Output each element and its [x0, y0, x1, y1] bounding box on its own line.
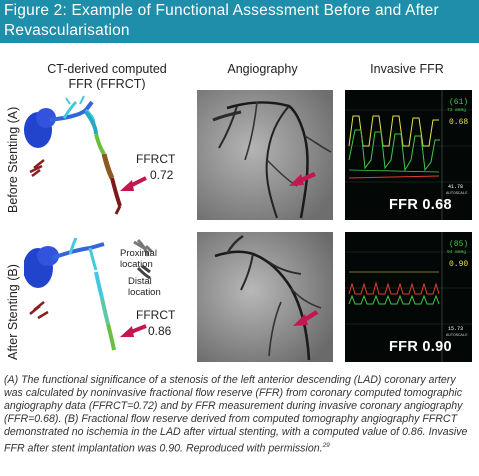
figure-title-bar: Figure 2: Example of Functional Assessme… [0, 0, 479, 43]
caption-reference: 29 [322, 442, 330, 450]
figure-title: Figure 2: Example of Functional Assessme… [4, 2, 439, 39]
column-header-invasive-ffr: Invasive FFR [370, 62, 444, 76]
ffrct-label-before: FFRCT [136, 152, 176, 166]
angiography-vessels-before [197, 90, 333, 220]
figure-caption: (A) The functional significance of a ste… [4, 374, 474, 456]
ffrct-value-after: 0.86 [148, 324, 172, 338]
row-label-before: Before Stenting (A) [6, 106, 20, 213]
invasive-ffr-monitor-before: (61) 73 mmHg 0.68 41.78 AUTOSCALE FFR 0.… [345, 90, 472, 220]
monitor-top-value-after: (85) [449, 240, 469, 249]
ffr-value-badge-before: FFR 0.68 [389, 197, 452, 213]
pressure-tracing-after [345, 232, 472, 362]
invasive-ffr-monitor-after: (85) 94 mmHg 0.90 15.73 AUTOSCALE FFR 0.… [345, 232, 472, 362]
ffrct-vessel-model-before [24, 95, 147, 215]
monitor-top-small-before: 73 mmHg [447, 108, 466, 113]
ffrct-panel-before: FFRCT 0.72 [24, 90, 191, 220]
proximal-location-label: Proximal location [120, 248, 157, 270]
monitor-top-value-before: (61) [449, 98, 469, 107]
ffrct-panel-after: Proximal location Distal location FFRCT … [24, 232, 191, 362]
monitor-bottom-value-after: 15.73 [448, 326, 464, 332]
angiography-image-before [197, 90, 333, 220]
row-label-after: After Stenting (B) [6, 264, 20, 360]
ffrct-label-after: FFRCT [136, 308, 176, 322]
ffr-value-badge-after: FFR 0.90 [389, 339, 452, 355]
monitor-bottom-small-before: AUTOSCALE [446, 192, 468, 196]
angiography-image-after [197, 232, 333, 362]
column-header-angiography: Angiography [227, 62, 298, 76]
distal-location-label: Distal location [128, 276, 161, 298]
angiography-vessels-after [197, 232, 333, 362]
monitor-top-small-after: 94 mmHg [447, 250, 466, 255]
monitor-bottom-value-before: 41.78 [448, 184, 464, 190]
monitor-mid-value-before: 0.68 [449, 118, 469, 127]
pressure-tracing-before [345, 90, 472, 220]
ffrct-vessel-model-after [24, 237, 154, 351]
column-header-ffrct: CT-derived computed FFR (FFRCT) [47, 62, 167, 91]
ffrct-value-before: 0.72 [150, 168, 174, 182]
caption-text: (A) The functional significance of a ste… [4, 374, 468, 455]
monitor-bottom-small-after: AUTOSCALE [446, 334, 468, 338]
monitor-mid-value-after: 0.90 [449, 260, 469, 269]
